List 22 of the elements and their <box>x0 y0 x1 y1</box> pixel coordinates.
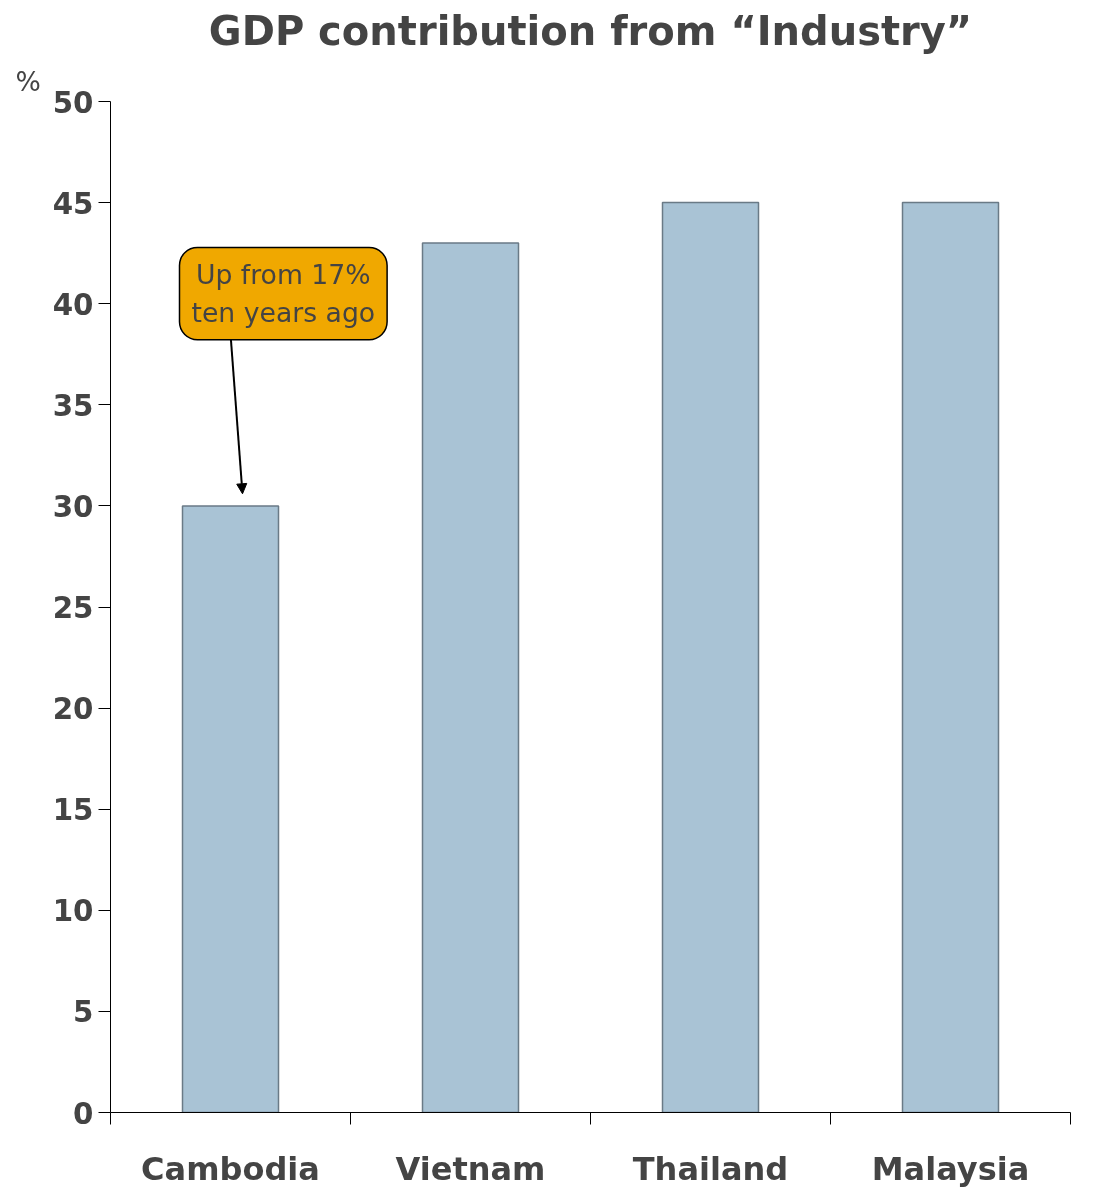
y-tick-label: 35 <box>52 388 94 423</box>
y-axis-title: % <box>15 65 41 97</box>
x-tick-label: Vietnam <box>395 1149 546 1188</box>
y-tick-label: 40 <box>52 287 94 322</box>
y-tick-label: 5 <box>73 995 94 1030</box>
x-tick-label: Cambodia <box>141 1149 320 1188</box>
bar <box>661 201 760 1113</box>
y-tick-label: 50 <box>52 85 94 120</box>
bar <box>181 505 280 1113</box>
y-tick-label: 0 <box>73 1096 94 1131</box>
chart-title: GDP contribution from “Industry” <box>208 7 973 54</box>
annotation: Up from 17% ten years ago <box>191 259 376 328</box>
y-tick-label: 15 <box>52 793 94 828</box>
y-tick-label: 25 <box>52 591 94 625</box>
y-tick-label: 30 <box>52 489 94 524</box>
x-tick-label: Thailand <box>632 1149 789 1188</box>
y-tick-label: 10 <box>52 894 94 929</box>
bar <box>901 201 1000 1113</box>
x-tick-label: Malaysia <box>871 1149 1030 1188</box>
bar <box>421 242 520 1113</box>
y-tick-label: 45 <box>52 186 94 221</box>
y-tick-label: 20 <box>52 692 94 727</box>
